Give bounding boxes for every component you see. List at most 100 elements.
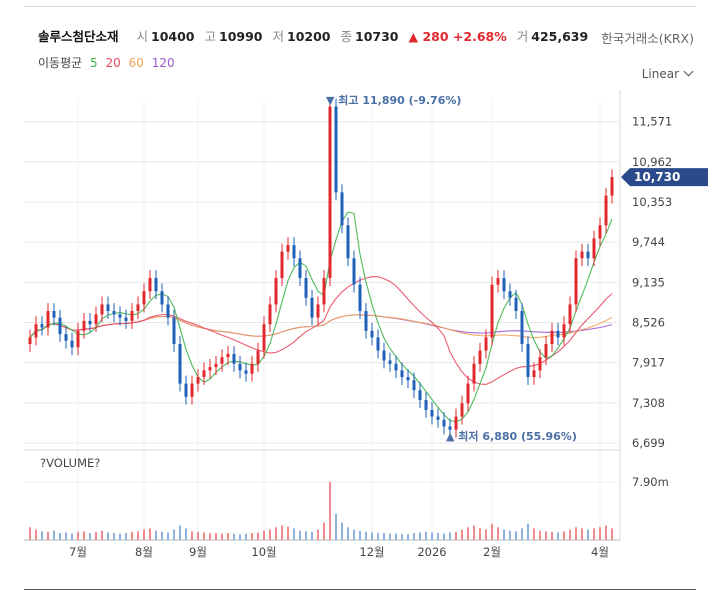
- volume-bar: [485, 529, 487, 540]
- candle-body: [40, 324, 44, 328]
- y-tick-label: 8,526: [632, 316, 665, 330]
- candle-body: [580, 251, 584, 259]
- volume-bar: [437, 533, 439, 540]
- volume-bar: [341, 522, 343, 540]
- candle-body: [322, 278, 326, 305]
- volume-bar: [89, 533, 91, 540]
- candle-body: [76, 330, 80, 348]
- candle-body: [166, 304, 170, 318]
- volume-bar: [71, 533, 73, 540]
- candle-body: [418, 390, 422, 401]
- candle-body: [262, 324, 266, 351]
- y-tick-label: 10,353: [632, 195, 672, 209]
- candle-body: [244, 370, 248, 374]
- candle-body: [562, 324, 566, 338]
- volume-bar: [461, 529, 463, 540]
- candle-body: [220, 357, 224, 364]
- candle-body: [178, 344, 182, 384]
- candle-body: [586, 251, 590, 259]
- candle-body: [346, 225, 350, 259]
- volume-bar: [557, 532, 559, 540]
- volume-bar: [197, 531, 199, 540]
- ma-60[interactable]: 60: [128, 56, 144, 70]
- low-label: 저: [272, 29, 285, 44]
- volume-bar: [503, 529, 505, 540]
- candle-body: [328, 106, 332, 279]
- volume-bar: [161, 531, 163, 540]
- volume-bar: [335, 513, 337, 540]
- ma-legend-label: 이동평균: [38, 56, 83, 70]
- volume-bar: [425, 531, 427, 540]
- volume-tick-label: 7.90m: [632, 475, 669, 489]
- candle-body: [130, 311, 134, 321]
- candle-body: [382, 350, 386, 361]
- low-value: 10200: [287, 29, 331, 44]
- volume-bar: [323, 522, 325, 540]
- candle-body: [550, 330, 554, 345]
- candle-body: [100, 304, 104, 315]
- quote-header: 솔루스첨단소재 시 10400 고 10990 저 10200 종 10730 ▲ 28…: [38, 26, 594, 45]
- volume-bar: [215, 533, 217, 540]
- candle-body: [472, 363, 476, 384]
- y-tick-label: 9,135: [632, 275, 665, 289]
- volume-bar: [449, 532, 451, 540]
- volume-bar: [149, 528, 151, 540]
- top-divider: [24, 6, 696, 7]
- ma-120[interactable]: 120: [151, 56, 175, 70]
- candle-body: [526, 344, 530, 377]
- volume-bar: [119, 533, 121, 540]
- volume-bar: [293, 528, 295, 540]
- volume-label: 거: [516, 29, 529, 44]
- volume-bar: [203, 532, 205, 540]
- bottom-divider: [24, 589, 696, 590]
- stock-name: 솔루스첨단소재: [38, 29, 119, 44]
- volume-bar: [371, 532, 373, 540]
- candle-body: [466, 383, 470, 404]
- volume-bar: [155, 530, 157, 540]
- candle-body: [604, 195, 608, 226]
- volume-bar: [131, 531, 133, 540]
- y-tick-label: 7,308: [632, 396, 665, 410]
- candle-body: [478, 350, 482, 364]
- volume-bar: [581, 528, 583, 540]
- candle-body: [286, 245, 290, 252]
- volume-bar: [431, 532, 433, 540]
- candle-body: [556, 330, 560, 338]
- volume-bar: [497, 527, 499, 540]
- volume-bar: [227, 533, 229, 540]
- scale-dropdown[interactable]: Linear: [642, 66, 694, 81]
- candle-body: [202, 370, 206, 377]
- candle-body: [82, 320, 86, 331]
- volume-bar: [47, 531, 49, 540]
- candle-body: [394, 363, 398, 371]
- candle-body: [88, 320, 92, 325]
- candle-body: [250, 363, 254, 374]
- volume-bar: [539, 530, 541, 540]
- candle-body: [424, 400, 428, 410]
- volume-bar: [377, 533, 379, 540]
- ma-5[interactable]: 5: [90, 56, 98, 70]
- ma-20[interactable]: 20: [105, 56, 121, 70]
- candle-body: [304, 278, 308, 298]
- candle-body: [574, 258, 578, 305]
- y-tick-label: 9,744: [632, 235, 665, 249]
- volume-bar: [83, 531, 85, 540]
- candle-body: [400, 370, 404, 377]
- candle-body: [214, 363, 218, 368]
- candle-body: [142, 291, 146, 305]
- candle-body: [334, 106, 338, 193]
- volume-bar: [245, 533, 247, 540]
- candle-body: [268, 304, 272, 325]
- candle-body: [34, 324, 38, 338]
- candle-body: [256, 350, 260, 364]
- candle-body: [442, 419, 446, 427]
- open-value: 10400: [151, 29, 195, 44]
- candle-body: [28, 337, 32, 345]
- candle-body: [364, 311, 368, 331]
- candle-body: [532, 370, 536, 377]
- candle-body: [124, 317, 128, 321]
- candle-body: [538, 357, 542, 371]
- candle-body: [148, 278, 152, 292]
- volume-bar: [533, 528, 535, 540]
